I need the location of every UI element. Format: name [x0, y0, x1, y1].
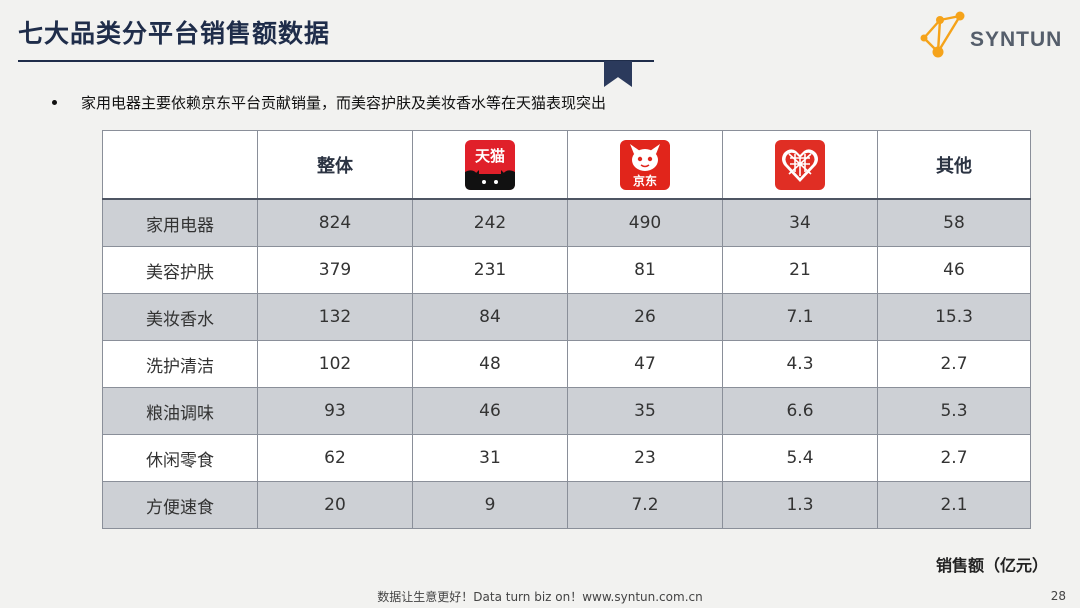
pinduoduo-logo-icon — [775, 139, 825, 190]
bookmark-ribbon-icon — [604, 61, 632, 87]
value-cell: 81 — [567, 246, 723, 294]
value-cell: 47 — [567, 340, 723, 388]
value-cell: 5.4 — [722, 434, 878, 482]
table-row: 美妆香水 132 84 26 7.1 15.3 — [102, 293, 1031, 341]
sales-table: 整体 天猫 京东 其他 家用电器 824 242 490 34 58 美容护肤 379 231 81 21 4… — [102, 130, 1031, 529]
table-row: 方便速食 20 9 7.2 1.3 2.1 — [102, 481, 1031, 529]
svg-text:天猫: 天猫 — [475, 147, 505, 165]
header-cell — [722, 130, 878, 200]
value-cell: 824 — [257, 198, 413, 247]
value-cell: 5.3 — [877, 387, 1031, 435]
value-cell: 1.3 — [722, 481, 878, 529]
title-underline — [18, 60, 654, 62]
value-cell: 7.1 — [722, 293, 878, 341]
category-cell: 方便速食 — [102, 481, 258, 529]
value-cell: 21 — [722, 246, 878, 294]
value-cell: 46 — [877, 246, 1031, 294]
logo-text: SYNTUN — [970, 28, 1063, 51]
page-number: 28 — [1050, 589, 1066, 603]
bullet-text: 家用电器主要依赖京东平台贡献销量，而美容护肤及美妆香水等在天猫表现突出 — [81, 94, 607, 112]
value-cell: 34 — [722, 198, 878, 247]
value-cell: 46 — [412, 387, 568, 435]
value-cell: 102 — [257, 340, 413, 388]
value-cell: 15.3 — [877, 293, 1031, 341]
value-cell: 7.2 — [567, 481, 723, 529]
value-cell: 6.6 — [722, 387, 878, 435]
header-cell: 整体 — [257, 130, 413, 200]
jd-logo-icon: 京东 — [620, 139, 670, 190]
table-row: 休闲零食 62 31 23 5.4 2.7 — [102, 434, 1031, 482]
value-cell: 26 — [567, 293, 723, 341]
table-header-row: 整体 天猫京东 其他 — [102, 130, 1031, 200]
value-cell: 242 — [412, 198, 568, 247]
value-cell: 231 — [412, 246, 568, 294]
table-row: 美容护肤 379 231 81 21 46 — [102, 246, 1031, 294]
value-cell: 2.7 — [877, 340, 1031, 388]
value-cell: 23 — [567, 434, 723, 482]
category-cell: 美容护肤 — [102, 246, 258, 294]
syntun-network-icon — [920, 11, 965, 58]
value-cell: 58 — [877, 198, 1031, 247]
value-cell: 2.7 — [877, 434, 1031, 482]
header-cell: 天猫 — [412, 130, 568, 200]
table-row: 粮油调味 93 46 35 6.6 5.3 — [102, 387, 1031, 435]
header-label: 其他 — [936, 155, 972, 177]
value-cell: 31 — [412, 434, 568, 482]
value-cell: 490 — [567, 198, 723, 247]
value-cell: 132 — [257, 293, 413, 341]
value-cell: 62 — [257, 434, 413, 482]
header-cell: 京东 — [567, 130, 723, 200]
unit-label: 销售额（亿元） — [935, 556, 1048, 575]
value-cell: 48 — [412, 340, 568, 388]
category-cell: 美妆香水 — [102, 293, 258, 341]
value-cell: 35 — [567, 387, 723, 435]
category-cell: 粮油调味 — [102, 387, 258, 435]
header-label: 整体 — [317, 155, 353, 177]
header-cell — [102, 130, 258, 200]
category-cell: 洗护清洁 — [102, 340, 258, 388]
category-cell: 家用电器 — [102, 198, 258, 247]
header-cell: 其他 — [877, 130, 1031, 200]
bullet-point: 家用电器主要依赖京东平台贡献销量，而美容护肤及美妆香水等在天猫表现突出 — [52, 92, 606, 113]
syntun-logo: SYNTUN — [916, 10, 1066, 66]
footer-slogan: 数据让生意更好！Data turn biz on！www.syntun.com.… — [377, 590, 703, 604]
table-row: 洗护清洁 102 48 47 4.3 2.7 — [102, 340, 1031, 388]
category-cell: 休闲零食 — [102, 434, 258, 482]
tmall-logo-icon: 天猫 — [465, 139, 515, 190]
value-cell: 20 — [257, 481, 413, 529]
value-cell: 9 — [412, 481, 568, 529]
value-cell: 2.1 — [877, 481, 1031, 529]
table-row: 家用电器 824 242 490 34 58 — [102, 198, 1031, 247]
value-cell: 84 — [412, 293, 568, 341]
value-cell: 379 — [257, 246, 413, 294]
value-cell: 4.3 — [722, 340, 878, 388]
svg-text:京东: 京东 — [633, 173, 657, 188]
value-cell: 93 — [257, 387, 413, 435]
bullet-dot-icon — [52, 100, 57, 105]
page-title: 七大品类分平台销售额数据 — [18, 19, 331, 48]
